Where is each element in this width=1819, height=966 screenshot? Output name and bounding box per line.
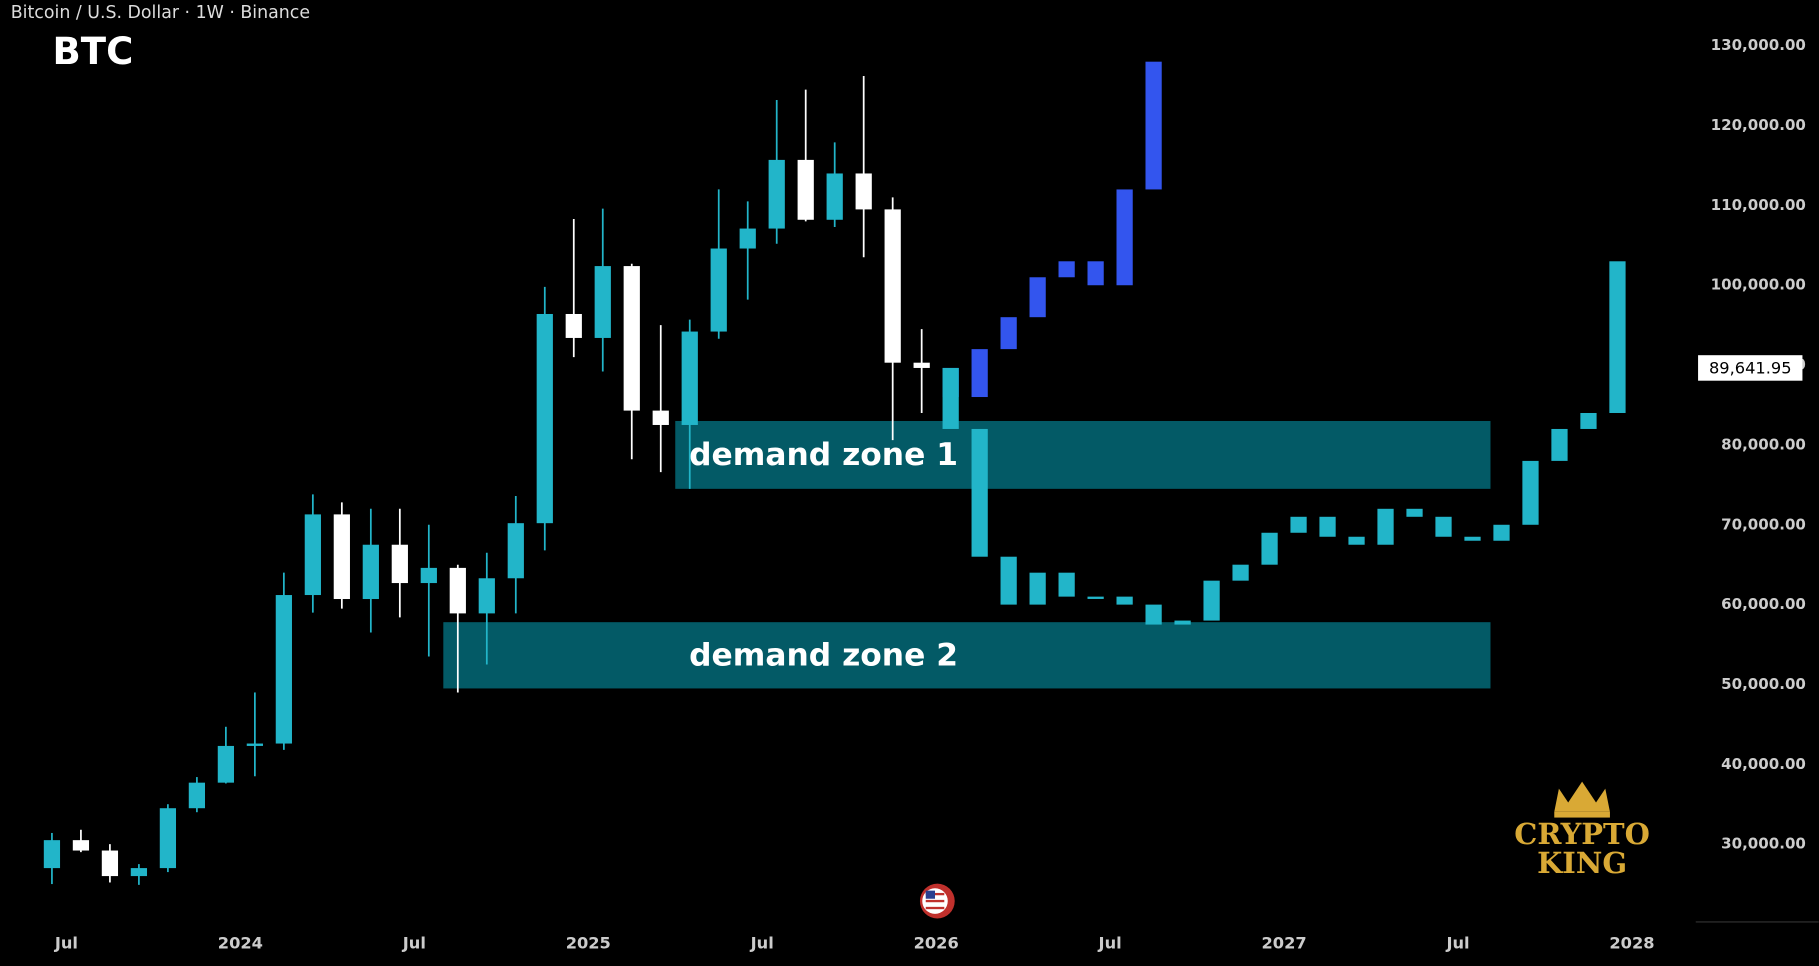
- x-tick-label: 2028: [1609, 933, 1654, 952]
- projection-bar: [1145, 604, 1162, 625]
- projection-bar: [1145, 61, 1162, 190]
- candle-body: [217, 745, 234, 783]
- candle-body: [913, 362, 930, 368]
- candle-body: [43, 840, 61, 869]
- y-tick-label: 100,000.00: [1711, 276, 1806, 294]
- logo-text: CRYPTO: [1514, 817, 1650, 851]
- demand-zone: [443, 622, 1491, 689]
- logo: CRYPTO KING: [1514, 781, 1650, 880]
- x-tick-label: Jul: [402, 933, 426, 952]
- x-tick-label: Jul: [54, 933, 78, 952]
- projection-bar: [1464, 536, 1481, 541]
- logo-text: KING: [1537, 846, 1627, 880]
- candle-body: [594, 266, 611, 338]
- projection-bar: [1087, 261, 1104, 286]
- candle-body: [478, 578, 495, 614]
- y-tick-label: 30,000.00: [1721, 835, 1806, 853]
- projection-bar: [1116, 596, 1133, 605]
- projection-bar: [1435, 516, 1452, 537]
- candle-body: [188, 782, 206, 809]
- candle-body: [739, 228, 756, 249]
- projection-bar: [1261, 532, 1278, 565]
- zone-label: demand zone 2: [689, 637, 958, 673]
- plot: demand zone 1 demand zone 2: [43, 61, 1626, 885]
- last-price-label: 89,641.95: [1709, 359, 1792, 378]
- candle-body: [855, 173, 872, 210]
- candle-body: [101, 850, 119, 877]
- x-tick-label: Jul: [750, 933, 774, 952]
- candle-body: [710, 248, 727, 332]
- projection-bar: [1348, 536, 1365, 545]
- candle-body: [623, 266, 640, 411]
- demand-zone: [675, 420, 1491, 489]
- y-tick-label: 40,000.00: [1721, 755, 1806, 773]
- projection-bar: [1493, 524, 1510, 541]
- y-tick-label: 130,000.00: [1711, 36, 1806, 54]
- x-tick-label: 2025: [566, 933, 611, 952]
- candle-body: [826, 173, 843, 220]
- candle-body: [362, 544, 379, 600]
- projection-bar: [1087, 596, 1104, 599]
- candle-body: [275, 595, 292, 744]
- candle-body: [565, 313, 582, 338]
- projection-bar: [1232, 564, 1249, 581]
- y-tick-label: 120,000.00: [1711, 116, 1806, 134]
- last-price-box: [1698, 355, 1803, 381]
- projection-bar: [1551, 428, 1568, 461]
- y-tick-label: 70,000.00: [1721, 515, 1806, 533]
- x-tick-label: Jul: [1445, 933, 1469, 952]
- projection-bar: [1203, 580, 1220, 621]
- projection-bar: [1377, 508, 1394, 545]
- projection-bar: [1116, 189, 1133, 286]
- x-tick-label: 2024: [218, 933, 263, 952]
- projection-bar: [1174, 620, 1191, 625]
- projection-bar: [1000, 556, 1017, 605]
- projection-bar: [1609, 261, 1626, 413]
- projection-bar: [1029, 277, 1046, 318]
- projection-bar: [1000, 317, 1017, 350]
- chart-title: BTC: [53, 30, 134, 73]
- y-tick-label: 60,000.00: [1721, 595, 1806, 613]
- candle-body: [246, 743, 263, 746]
- candle-body: [391, 544, 408, 584]
- y-tick-label: 110,000.00: [1711, 196, 1806, 214]
- candle-body: [159, 808, 177, 869]
- x-tick-label: 2026: [914, 933, 959, 952]
- projection-bar: [1319, 516, 1336, 537]
- candle-body: [652, 410, 669, 425]
- candle-body: [507, 523, 524, 579]
- projection-bar: [971, 349, 988, 398]
- flag-icon: [919, 883, 955, 919]
- candle-body: [536, 313, 553, 524]
- candle-body: [768, 159, 785, 229]
- candle-body: [333, 514, 350, 600]
- projection-bar: [1029, 572, 1046, 605]
- candle-body: [420, 567, 437, 584]
- projection-bar: [971, 428, 988, 557]
- y-tick-label: 50,000.00: [1721, 675, 1806, 693]
- candle-body: [681, 331, 698, 425]
- projection-bar: [942, 367, 959, 429]
- projection-bar: [1290, 516, 1307, 533]
- y-tick-label: 80,000.00: [1721, 435, 1806, 453]
- candle-body: [797, 159, 814, 220]
- zone-label: demand zone 1: [689, 437, 958, 473]
- candle-body: [304, 514, 321, 596]
- x-tick-label: 2027: [1262, 933, 1307, 952]
- candle-body: [72, 840, 90, 851]
- candle-body: [884, 209, 901, 363]
- candle-body: [130, 868, 148, 877]
- x-tick-label: Jul: [1098, 933, 1122, 952]
- projection-bar: [1580, 412, 1597, 429]
- projection-bar: [1058, 572, 1075, 597]
- projection-bar: [1522, 460, 1539, 525]
- projection-bar: [1406, 508, 1423, 517]
- candle-body: [449, 567, 466, 614]
- symbol-header: Bitcoin / U.S. Dollar · 1W · Binance: [11, 3, 310, 23]
- projection-bar: [1058, 261, 1075, 278]
